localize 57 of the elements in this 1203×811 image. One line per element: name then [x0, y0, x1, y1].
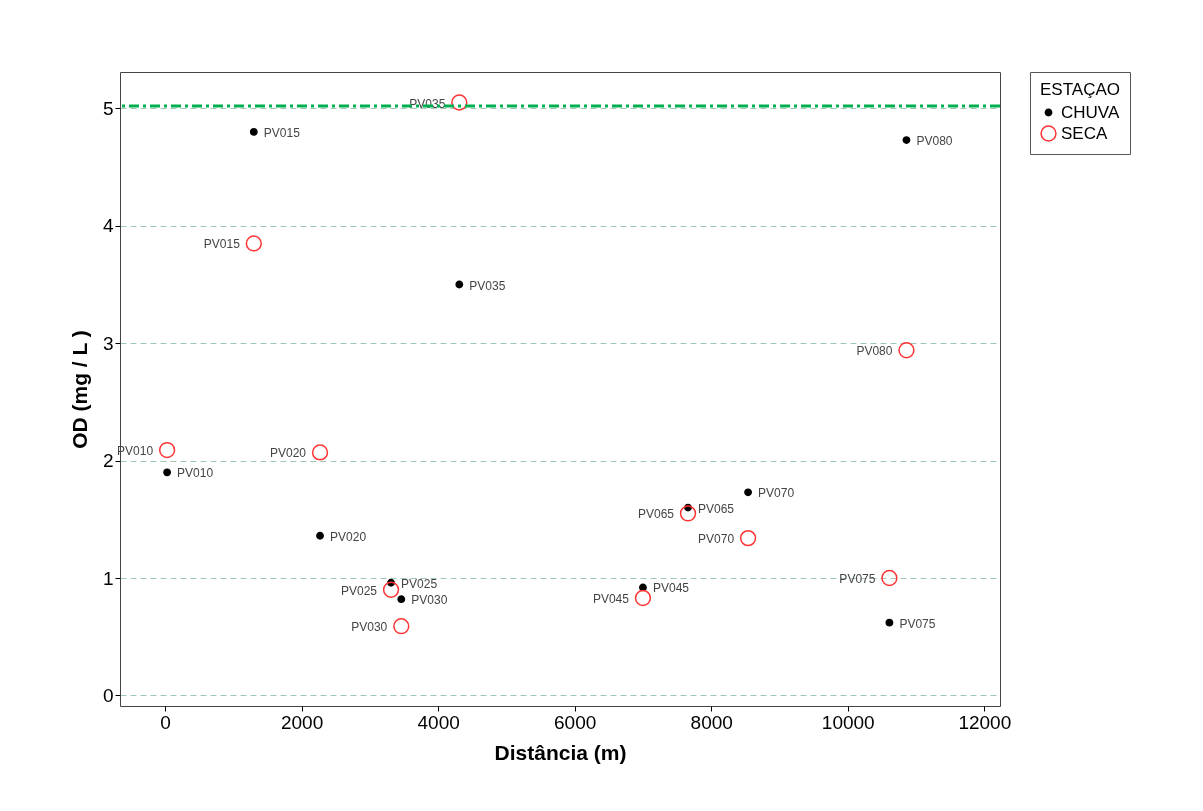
y-tick-label: 2 [102, 450, 114, 472]
point [245, 235, 262, 252]
x-tick-label: 12000 [958, 711, 1012, 733]
y-tick-label: 0 [102, 684, 114, 706]
y-tick-label: 3 [102, 332, 114, 354]
legend-label: CHUVA [1061, 102, 1120, 122]
data-label: PV075 [839, 572, 876, 587]
point [634, 589, 652, 607]
data-label: PV010 [177, 466, 214, 481]
data-label: PV080 [916, 134, 953, 149]
x-axis-title: Distância (m) [494, 740, 627, 764]
point [316, 531, 324, 540]
point [881, 569, 898, 587]
data-label: PV030 [411, 593, 448, 608]
point [393, 618, 410, 635]
y-tick-label: 1 [102, 567, 114, 589]
y-tick-label: 5 [102, 97, 114, 119]
point [249, 127, 258, 136]
data-label: PV020 [330, 529, 367, 544]
data-label: PV015 [203, 237, 241, 252]
point [382, 581, 400, 598]
x-tick-label: 2000 [280, 711, 324, 733]
data-label: PV045 [592, 591, 630, 606]
legend-label: SECA [1061, 123, 1108, 143]
point [898, 342, 915, 359]
data-label: PV065 [637, 507, 675, 522]
x-tick-label: 10000 [821, 711, 875, 733]
point [455, 280, 464, 289]
data-label: PV025 [341, 583, 378, 598]
legend-title: ESTAÇAO [1040, 80, 1120, 99]
x-tick-label: 8000 [690, 711, 733, 733]
point [679, 505, 697, 522]
point [902, 136, 911, 144]
data-label: PV065 [698, 501, 735, 516]
data-label: PV080 [856, 344, 893, 359]
point [739, 529, 757, 547]
x-tick-label: 4000 [417, 711, 460, 733]
point [311, 444, 329, 461]
data-label: PV070 [758, 486, 795, 501]
point [885, 618, 894, 627]
point [744, 488, 752, 497]
data-label: PV075 [899, 616, 936, 631]
data-label: PV030 [351, 620, 388, 635]
data-label: PV045 [652, 581, 690, 596]
data-label: PV035 [469, 278, 506, 293]
point [397, 595, 406, 604]
data-label: PV025 [401, 576, 438, 591]
point [158, 441, 176, 459]
data-label: PV015 [263, 125, 301, 140]
point [451, 94, 468, 111]
x-tick-label: 6000 [554, 711, 597, 733]
x-tick-label: 0 [160, 711, 171, 733]
y-axis-title: OD (mg / L ) [67, 330, 91, 449]
data-label: PV020 [270, 446, 307, 461]
y-tick-label: 4 [102, 215, 114, 237]
point [163, 468, 172, 477]
data-label: PV070 [698, 532, 735, 547]
